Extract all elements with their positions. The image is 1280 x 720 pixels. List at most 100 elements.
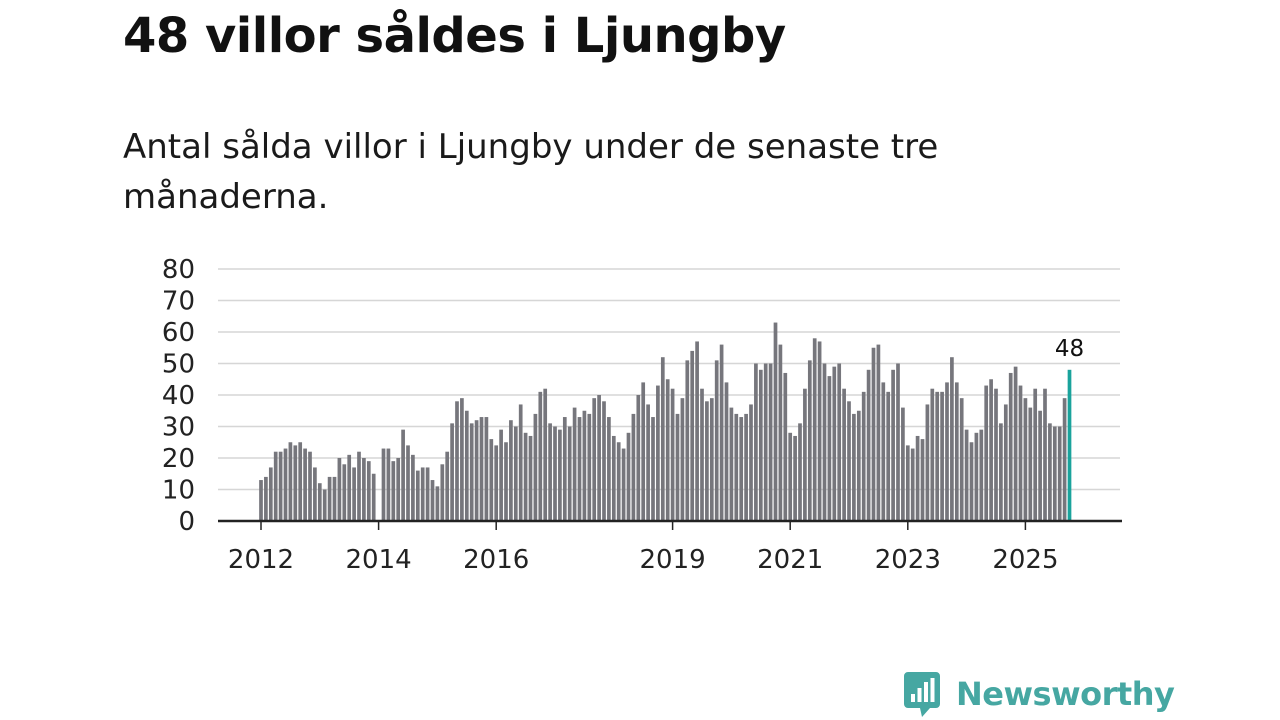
bar	[651, 417, 655, 521]
bar	[543, 388, 548, 521]
bar	[1018, 385, 1023, 521]
bar	[1038, 410, 1042, 521]
bar	[724, 382, 729, 521]
bar	[670, 388, 675, 521]
bar	[523, 432, 528, 521]
bar	[494, 445, 499, 521]
bar	[930, 388, 935, 521]
chart-subtitle: Antal sålda villor i Ljungby under de se…	[123, 127, 939, 217]
bar	[714, 360, 719, 521]
bar	[979, 429, 984, 521]
bar	[460, 398, 464, 521]
y-tick-label: 40	[162, 381, 195, 411]
bar	[773, 322, 778, 521]
bar	[803, 388, 807, 521]
y-tick-label: 60	[162, 318, 195, 348]
bar	[827, 376, 832, 521]
bar	[357, 451, 361, 521]
bar	[597, 395, 601, 521]
bar	[308, 451, 312, 521]
bar	[641, 382, 646, 521]
bar	[690, 350, 695, 521]
x-tick-label: 2012	[228, 545, 294, 575]
bar	[411, 454, 415, 521]
bar	[1043, 388, 1047, 521]
bar	[479, 417, 484, 521]
bar	[999, 423, 1003, 521]
bar	[910, 448, 915, 521]
bar	[342, 464, 347, 521]
bar	[278, 451, 283, 521]
bar	[1008, 372, 1013, 521]
bar	[366, 461, 371, 521]
x-tick-label: 2019	[640, 545, 706, 575]
bar	[386, 448, 391, 521]
bar	[984, 385, 989, 521]
bar	[303, 448, 307, 521]
bar	[837, 363, 842, 521]
bar	[754, 363, 758, 521]
bar	[685, 360, 690, 521]
bar	[812, 338, 817, 521]
bar	[499, 429, 503, 521]
y-tick-label: 30	[162, 413, 195, 443]
page-title: 48 villor såldes i Ljungby	[123, 8, 786, 64]
bar	[567, 426, 572, 521]
bar	[273, 451, 278, 521]
bar	[881, 382, 886, 521]
bar	[484, 417, 489, 521]
bar	[719, 344, 724, 521]
bar	[954, 382, 959, 521]
bar	[1013, 366, 1018, 521]
bar	[832, 366, 837, 521]
bar	[783, 372, 788, 521]
newsworthy-logo[interactable]: Newsworthy	[902, 670, 1175, 718]
bar	[582, 410, 587, 521]
bar	[675, 413, 680, 521]
bar	[268, 467, 273, 521]
bar	[1033, 388, 1038, 521]
bar	[562, 417, 567, 521]
bar	[636, 395, 641, 521]
bar	[533, 413, 538, 521]
bar	[430, 480, 435, 521]
bar	[744, 413, 748, 521]
bar	[489, 439, 494, 521]
bar	[734, 413, 739, 521]
bar	[925, 404, 930, 521]
bar	[1003, 404, 1008, 521]
bar-latest	[1067, 369, 1072, 521]
bar	[548, 423, 552, 521]
x-tick-label: 2021	[757, 545, 823, 575]
bar	[822, 363, 827, 521]
bar	[871, 347, 876, 521]
bar	[631, 413, 636, 521]
bar	[705, 401, 709, 521]
bar	[1023, 398, 1028, 521]
bar	[842, 388, 846, 521]
labels: 48	[1055, 336, 1084, 362]
bar	[322, 489, 327, 521]
bar	[259, 480, 263, 521]
bar	[616, 442, 621, 521]
bar	[332, 476, 337, 521]
bar	[729, 407, 734, 521]
bar	[969, 442, 974, 521]
bar	[758, 369, 763, 521]
bar	[440, 464, 445, 521]
bar	[646, 404, 650, 521]
bar	[896, 363, 900, 521]
bar	[298, 442, 303, 521]
bar	[415, 470, 420, 521]
bar	[1048, 423, 1052, 521]
bar	[695, 341, 699, 521]
bar	[283, 448, 288, 521]
bar	[621, 448, 626, 521]
bar	[1062, 398, 1067, 521]
bar	[577, 417, 582, 521]
bar	[793, 435, 797, 521]
bar	[656, 385, 660, 521]
bar	[592, 398, 597, 521]
bar	[940, 391, 944, 521]
bar	[626, 432, 631, 521]
